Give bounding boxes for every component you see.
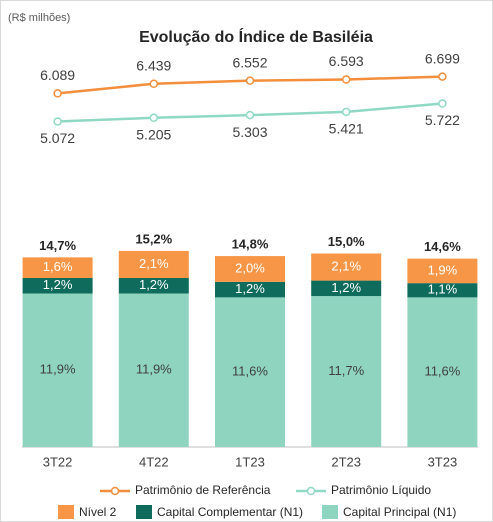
- segment-label: 11,7%: [328, 363, 364, 378]
- bar-segment: [22, 257, 93, 279]
- line-value-label: 6.699: [425, 50, 460, 66]
- line-marker: [245, 76, 255, 85]
- segment-label: 11,6%: [424, 364, 460, 379]
- segment-label: 2,1%: [331, 258, 361, 273]
- segment-label: 2,0%: [235, 260, 265, 275]
- bar-segment: [118, 293, 189, 447]
- total-label: 15,2%: [135, 231, 172, 246]
- line-value-label: 5.722: [425, 112, 460, 128]
- line-marker: [438, 72, 447, 81]
- line-value-label: 5.303: [232, 124, 267, 140]
- segment-label: 1,2%: [139, 277, 169, 292]
- legend-swatch: [136, 505, 152, 519]
- subtitle: (R$ milhões): [8, 12, 70, 24]
- segment-label: 1,2%: [235, 281, 265, 296]
- line-marker: [341, 75, 351, 84]
- bar-segment: [407, 258, 478, 284]
- legend-swatch: [58, 505, 74, 519]
- bar-segment: [407, 283, 478, 298]
- line-value-label: 6.552: [232, 54, 267, 70]
- total-label: 15,0%: [328, 234, 365, 249]
- line-marker: [149, 79, 159, 89]
- bar-segment: [311, 253, 382, 281]
- bar-segment: [311, 280, 382, 297]
- legend-label: Nível 2: [79, 505, 117, 519]
- line-value-label: 6.089: [40, 67, 75, 83]
- line-value-label: 6.593: [329, 53, 364, 69]
- x-tick-label: 3T23: [428, 454, 458, 469]
- legend-label: Capital Complementar (N1): [157, 505, 303, 519]
- line-marker: [53, 117, 62, 126]
- x-tick-label: 2T23: [331, 454, 361, 469]
- legend-label: Capital Principal (N1): [343, 505, 456, 519]
- legend-marker: [110, 486, 120, 496]
- line-marker: [438, 99, 447, 108]
- bar-segment: [22, 278, 93, 294]
- bar-segment: [118, 250, 189, 279]
- segment-label: 1,6%: [43, 259, 73, 274]
- segment-label: 11,9%: [136, 362, 172, 377]
- legend-swatch: [322, 505, 338, 519]
- bar-segment: [118, 278, 189, 294]
- line-value-label: 5.072: [40, 130, 75, 146]
- segment-label: 1,9%: [428, 262, 458, 277]
- bar-segment: [22, 293, 93, 447]
- segment-label: 1,2%: [43, 277, 73, 292]
- segment-label: 11,6%: [232, 364, 268, 379]
- bar-segment: [215, 281, 285, 298]
- bar-segment: [407, 297, 478, 447]
- bar-segment: [311, 296, 382, 447]
- x-tick-label: 1T23: [235, 454, 265, 469]
- segment-label: 1,2%: [331, 280, 361, 295]
- total-label: 14,6%: [424, 239, 461, 254]
- line-value-label: 5.205: [136, 126, 171, 142]
- legend-label: Patrimônio de Referência: [135, 483, 271, 497]
- legend-label: Patrimônio Líquido: [331, 483, 431, 497]
- total-label: 14,8%: [232, 237, 269, 252]
- line-marker: [341, 107, 351, 117]
- line-marker: [53, 89, 62, 98]
- bar-segment: [215, 297, 285, 447]
- segment-label: 11,9%: [40, 362, 76, 377]
- segment-label: 2,1%: [139, 256, 169, 271]
- line-marker: [245, 110, 255, 120]
- bar-segment: [215, 256, 285, 282]
- total-label: 14,7%: [39, 238, 76, 253]
- x-tick-label: 4T22: [139, 454, 169, 469]
- x-tick-label: 3T22: [43, 454, 73, 469]
- legend-marker: [306, 486, 316, 496]
- chart-title: Evolução do Índice de Basiléia: [139, 27, 373, 46]
- line-marker: [149, 113, 159, 123]
- line-value-label: 5.421: [329, 121, 364, 137]
- line-value-label: 6.439: [136, 57, 171, 73]
- segment-label: 1,1%: [428, 282, 458, 297]
